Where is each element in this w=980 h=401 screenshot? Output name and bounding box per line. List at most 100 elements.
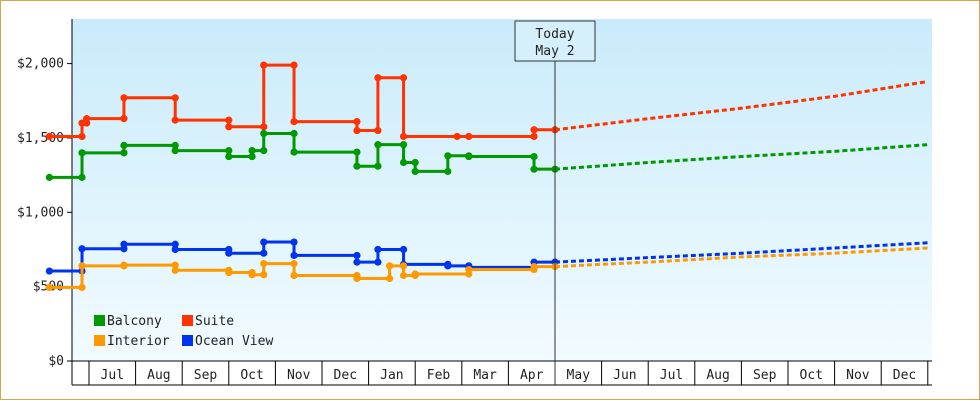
data-point-ocean-view xyxy=(374,245,382,254)
data-point-balcony xyxy=(290,129,298,138)
data-point-suite xyxy=(225,123,233,131)
data-point-interior xyxy=(411,270,419,278)
x-tick-label: Oct xyxy=(240,368,263,383)
x-tick-label: Nov xyxy=(287,368,311,383)
data-point-ocean-view xyxy=(260,238,268,246)
data-point-ocean-view xyxy=(290,238,298,246)
data-point-suite xyxy=(260,61,268,69)
data-point-interior xyxy=(465,265,473,274)
data-point-interior xyxy=(399,271,408,280)
data-point-interior xyxy=(171,266,179,274)
forecast-line-suite xyxy=(554,79,929,132)
data-point-balcony xyxy=(444,152,452,160)
data-point-suite xyxy=(171,116,179,124)
legend-swatch xyxy=(94,335,105,346)
data-point-balcony xyxy=(530,165,538,173)
data-point-interior xyxy=(290,271,298,280)
y-tick-label: $2,000 xyxy=(17,57,64,72)
today-box xyxy=(514,20,596,62)
legend-swatch xyxy=(94,315,105,326)
data-point-suite xyxy=(225,116,233,124)
data-point-balcony xyxy=(45,173,53,181)
legend-swatch xyxy=(182,315,193,326)
x-tick-label: Mar xyxy=(473,368,497,383)
data-point-interior xyxy=(171,261,179,269)
x-tick-label: May xyxy=(567,368,591,383)
x-tick-label: Jul xyxy=(101,368,124,383)
data-point-suite xyxy=(120,115,128,123)
data-point-suite xyxy=(171,94,179,102)
data-point-ocean-view xyxy=(444,262,452,270)
x-tick-label: Nov xyxy=(846,368,870,383)
data-point-balcony xyxy=(411,167,419,176)
data-point-balcony xyxy=(465,152,473,161)
y-tick-label: $0 xyxy=(48,354,64,369)
data-point-suite xyxy=(353,126,361,135)
y-tick-label: $1,000 xyxy=(17,205,64,220)
x-tick-label: Oct xyxy=(800,368,823,383)
forecast-line-balcony xyxy=(554,143,928,171)
x-tick-label: Sep xyxy=(753,368,777,383)
data-point-interior xyxy=(248,271,256,279)
x-tick-label: Jan xyxy=(380,368,403,383)
data-point-ocean-view xyxy=(260,249,268,257)
data-point-interior xyxy=(260,271,268,279)
data-point-suite xyxy=(530,126,538,134)
x-tick-label: Dec xyxy=(334,368,357,383)
data-point-suite xyxy=(374,74,382,82)
x-tick-label: Jul xyxy=(660,368,683,383)
legend-swatch xyxy=(182,335,193,346)
data-point-balcony xyxy=(225,152,233,161)
data-point-suite xyxy=(290,61,298,69)
data-point-suite xyxy=(530,132,538,141)
data-point-ocean-view xyxy=(374,258,382,266)
data-point-balcony xyxy=(444,167,452,176)
data-point-ocean-view xyxy=(353,251,361,260)
data-point-interior xyxy=(120,261,128,269)
data-point-balcony xyxy=(225,146,233,155)
data-point-interior xyxy=(260,260,268,268)
forecast-line-interior xyxy=(554,246,928,269)
data-point-interior xyxy=(385,262,394,270)
data-point-balcony xyxy=(260,129,268,138)
data-point-suite xyxy=(453,132,461,141)
data-point-balcony xyxy=(530,152,538,161)
x-tick-label: Aug xyxy=(706,368,729,383)
data-point-ocean-view xyxy=(353,258,361,266)
data-point-balcony xyxy=(78,149,86,157)
x-tick-label: Jun xyxy=(613,368,636,383)
forecast-line-ocean-view xyxy=(554,241,928,264)
data-point-suite xyxy=(83,115,91,123)
data-point-suite xyxy=(465,132,473,141)
data-point-balcony xyxy=(78,173,86,181)
data-point-balcony xyxy=(260,146,268,155)
data-point-interior xyxy=(45,283,53,291)
today-date: May 2 xyxy=(535,44,574,59)
today-label: Today xyxy=(535,27,574,42)
data-point-interior xyxy=(399,262,408,270)
x-tick-label: Dec xyxy=(893,368,916,383)
y-tick-label: $1,500 xyxy=(17,131,64,146)
plot-area xyxy=(72,19,932,361)
data-point-suite xyxy=(45,132,53,141)
data-point-ocean-view xyxy=(45,267,53,275)
data-point-suite xyxy=(353,118,361,126)
series-line-suite xyxy=(49,63,555,138)
legend-label: Suite xyxy=(195,314,234,329)
data-point-balcony xyxy=(353,148,361,156)
data-point-ocean-view xyxy=(120,240,128,248)
data-point-ocean-view xyxy=(171,240,179,248)
data-point-interior xyxy=(290,260,298,268)
data-point-balcony xyxy=(248,146,256,155)
data-point-suite xyxy=(290,118,298,126)
series-line-interior xyxy=(49,262,555,289)
data-point-balcony xyxy=(411,158,419,167)
data-point-suite xyxy=(260,123,268,131)
data-point-suite xyxy=(78,132,86,141)
legend-label: Interior xyxy=(107,334,170,349)
data-point-balcony xyxy=(374,162,382,170)
data-point-ocean-view xyxy=(290,251,298,260)
data-point-balcony xyxy=(353,162,361,170)
data-point-balcony xyxy=(171,141,179,149)
